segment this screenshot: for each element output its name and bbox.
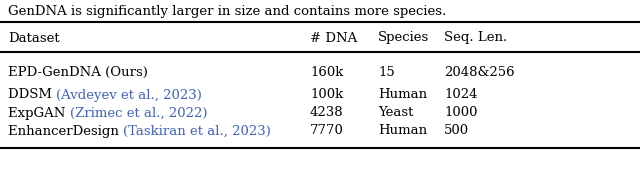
Text: (Taskiran et al., 2023): (Taskiran et al., 2023) [123,125,271,137]
Text: ExpGAN: ExpGAN [8,107,70,119]
Text: Yeast: Yeast [378,107,413,119]
Text: DDSM: DDSM [8,89,56,102]
Text: (Avdeyev et al., 2023): (Avdeyev et al., 2023) [56,89,202,102]
Text: GenDNA is significantly larger in size and contains more species.: GenDNA is significantly larger in size a… [8,4,446,17]
Text: EnhancerDesign: EnhancerDesign [8,125,123,137]
Text: 7770: 7770 [310,125,344,137]
Text: 2048&256: 2048&256 [444,66,515,79]
Text: (Zrimec et al., 2022): (Zrimec et al., 2022) [70,107,207,119]
Text: 15: 15 [378,66,395,79]
Text: 4238: 4238 [310,107,344,119]
Text: Dataset: Dataset [8,31,60,45]
Text: 500: 500 [444,125,469,137]
Text: EPD-GenDNA (Ours): EPD-GenDNA (Ours) [8,66,148,79]
Text: Human: Human [378,89,427,102]
Text: Seq. Len.: Seq. Len. [444,31,508,45]
Text: 160k: 160k [310,66,344,79]
Text: Human: Human [378,125,427,137]
Text: 100k: 100k [310,89,343,102]
Text: Species: Species [378,31,429,45]
Text: 1024: 1024 [444,89,477,102]
Text: 1000: 1000 [444,107,477,119]
Text: # DNA: # DNA [310,31,357,45]
